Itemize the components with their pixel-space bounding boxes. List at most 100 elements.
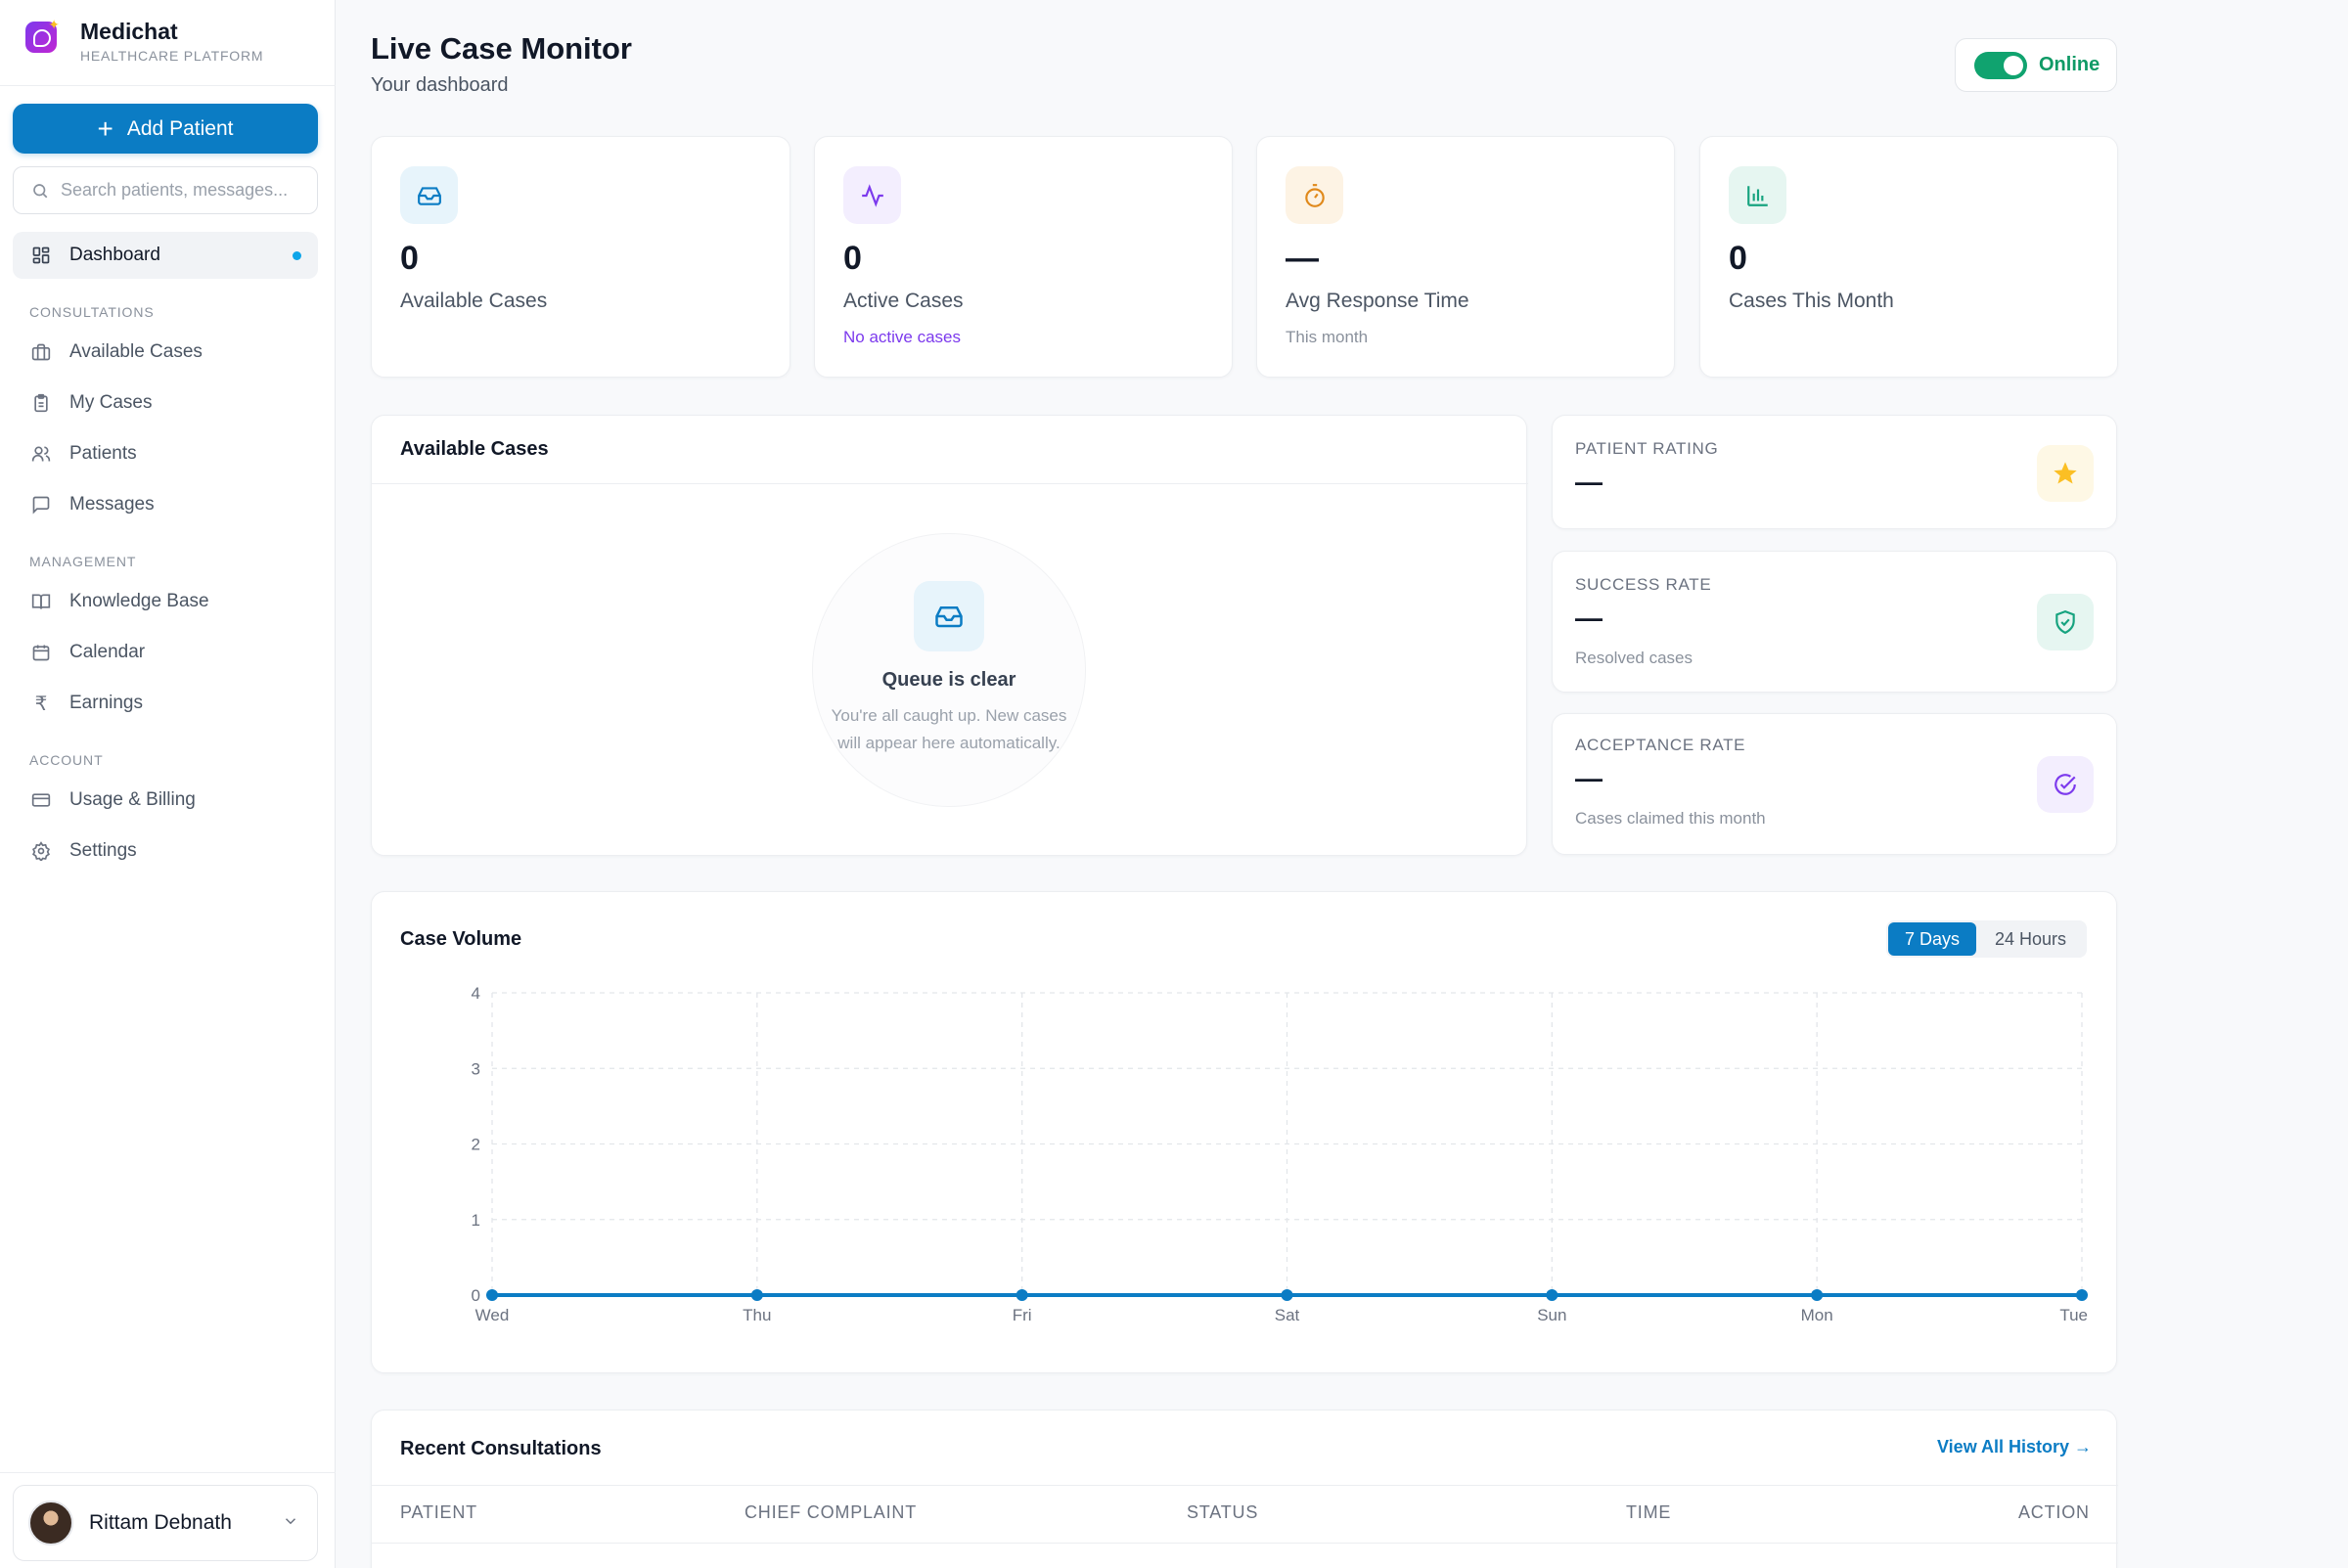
divider xyxy=(372,483,1528,484)
sidebar-item-knowledge-base[interactable]: Knowledge Base xyxy=(13,578,318,625)
sidebar-item-label: Dashboard xyxy=(69,245,160,265)
column-header-chief-complaint[interactable]: CHIEF COMPLAINT xyxy=(745,1502,918,1522)
sidebar-item-label: Usage & Billing xyxy=(69,789,196,810)
active-indicator-dot xyxy=(293,250,301,260)
timer-icon xyxy=(1286,166,1343,224)
stat-label: Available Cases xyxy=(400,290,548,312)
divider xyxy=(372,1485,2118,1486)
column-header-time[interactable]: TIME xyxy=(1626,1502,1672,1522)
section-account: ACCOUNT xyxy=(29,752,104,768)
add-patient-button[interactable]: + Add Patient xyxy=(13,104,318,154)
check-circle-icon xyxy=(2037,756,2094,813)
calendar-icon xyxy=(30,642,52,663)
dashboard-grid-icon xyxy=(30,245,52,266)
panel-title: Available Cases xyxy=(400,438,549,460)
sidebar-item-label: Patients xyxy=(69,443,137,464)
data-point xyxy=(1546,1289,1558,1301)
activity-icon xyxy=(843,166,901,224)
section-management: MANAGEMENT xyxy=(29,554,137,569)
x-tick-label: Tue xyxy=(2059,1306,2088,1324)
briefcase-icon xyxy=(30,341,52,363)
brand-subtitle: HEALTHCARE PLATFORM xyxy=(80,48,264,64)
sidebar-item-my-cases[interactable]: My Cases xyxy=(13,380,318,426)
stat-label: Avg Response Time xyxy=(1286,290,1469,312)
sidebar-item-messages[interactable]: Messages xyxy=(13,481,318,528)
stat-card-avg-response-time: — Avg Response Time This month xyxy=(1256,136,1675,378)
search-icon xyxy=(33,183,48,198)
sidebar-item-label: My Cases xyxy=(69,392,153,413)
data-point xyxy=(1281,1289,1293,1301)
range-option-7-days[interactable]: 7 Days xyxy=(1888,922,1976,956)
column-header-status[interactable]: STATUS xyxy=(1187,1502,1259,1522)
brand[interactable]: ✦ Medichat HEALTHCARE PLATFORM xyxy=(25,18,263,64)
avatar xyxy=(28,1501,73,1546)
inbox-icon xyxy=(400,166,458,224)
divider xyxy=(0,1472,336,1473)
data-point xyxy=(1016,1289,1028,1301)
sidebar-item-settings[interactable]: Settings xyxy=(13,828,318,874)
stat-note: This month xyxy=(1286,328,1369,346)
metric-label: ACCEPTANCE RATE xyxy=(1575,736,1746,754)
metric-card-acceptance-rate: ACCEPTANCE RATE — Cases claimed this mon… xyxy=(1552,713,2117,855)
range-option-24-hours[interactable]: 24 Hours xyxy=(1994,928,2067,949)
search-box[interactable] xyxy=(13,166,318,214)
clipboard-icon xyxy=(30,392,52,414)
bar-chart-icon xyxy=(1729,166,1786,224)
sidebar-item-earnings[interactable]: ₹ Earnings xyxy=(13,680,318,727)
sidebar-item-label: Messages xyxy=(69,494,155,515)
x-tick-label: Fri xyxy=(1013,1306,1032,1324)
plus-icon: + xyxy=(97,112,113,144)
metric-note: Resolved cases xyxy=(1575,649,1693,667)
sidebar-item-dashboard[interactable]: Dashboard xyxy=(13,232,318,279)
column-header-action[interactable]: ACTION xyxy=(2018,1502,2090,1522)
panel-title: Case Volume xyxy=(400,928,522,950)
metric-note: Cases claimed this month xyxy=(1575,809,1766,828)
metric-value: — xyxy=(1575,467,1603,497)
x-tick-label: Sun xyxy=(1537,1306,1566,1324)
stat-note: No active cases xyxy=(843,328,961,346)
sidebar-item-label: Knowledge Base xyxy=(69,591,209,611)
data-point xyxy=(2076,1289,2088,1301)
search-input[interactable] xyxy=(61,180,305,201)
view-all-history-link[interactable]: View All History → xyxy=(1937,1437,2093,1456)
stat-card-active-cases: 0 Active Cases No active cases xyxy=(814,136,1233,378)
user-name: Rittam Debnath xyxy=(89,1511,232,1534)
column-header-patient[interactable]: PATIENT xyxy=(400,1502,477,1522)
chevron-down-icon xyxy=(285,1518,296,1525)
add-patient-label: Add Patient xyxy=(126,116,234,140)
case-volume-chart: 0 1 2 3 4 Wed Thu Fri Sat Sun Mon Tue xyxy=(472,984,2088,1324)
divider xyxy=(0,85,336,86)
x-tick-label: Wed xyxy=(475,1306,510,1324)
stat-value: 0 xyxy=(843,240,862,277)
sidebar-item-available-cases[interactable]: Available Cases xyxy=(13,329,318,376)
metric-label: SUCCESS RATE xyxy=(1575,575,1712,594)
sidebar-item-patients[interactable]: Patients xyxy=(13,430,318,477)
rupee-icon: ₹ xyxy=(34,693,48,715)
medichat-logo-icon: ✦ xyxy=(25,18,60,53)
divider xyxy=(372,1543,2118,1544)
credit-card-icon xyxy=(30,789,52,811)
y-tick-label: 1 xyxy=(472,1211,480,1230)
stat-label: Active Cases xyxy=(843,290,964,312)
stat-card-cases-this-month: 0 Cases This Month xyxy=(1699,136,2118,378)
y-tick-label: 3 xyxy=(472,1059,480,1078)
toggle-switch[interactable] xyxy=(1974,51,2027,79)
metric-card-success-rate: SUCCESS RATE — Resolved cases xyxy=(1552,551,2117,693)
recent-consultations-panel: Recent Consultations xyxy=(371,1410,2118,1568)
sidebar-item-usage-billing[interactable]: Usage & Billing xyxy=(13,777,318,824)
star-icon xyxy=(2037,445,2094,502)
data-point xyxy=(750,1289,763,1301)
stat-value: 0 xyxy=(400,240,419,277)
x-tick-label: Mon xyxy=(1801,1306,1833,1324)
online-status-toggle[interactable]: Online xyxy=(1955,38,2117,92)
user-menu[interactable]: Rittam Debnath xyxy=(13,1485,318,1561)
page-subtitle: Your dashboard xyxy=(371,74,509,96)
empty-state-circle xyxy=(812,533,1086,807)
gear-icon xyxy=(30,840,52,862)
empty-state-text: You're all caught up. New cases will app… xyxy=(812,702,1086,757)
data-point xyxy=(486,1289,498,1301)
panel-title: Recent Consultations xyxy=(400,1438,602,1459)
sidebar-item-label: Earnings xyxy=(69,693,143,713)
sidebar-item-calendar[interactable]: Calendar xyxy=(13,629,318,676)
x-tick-label: Thu xyxy=(743,1306,771,1324)
